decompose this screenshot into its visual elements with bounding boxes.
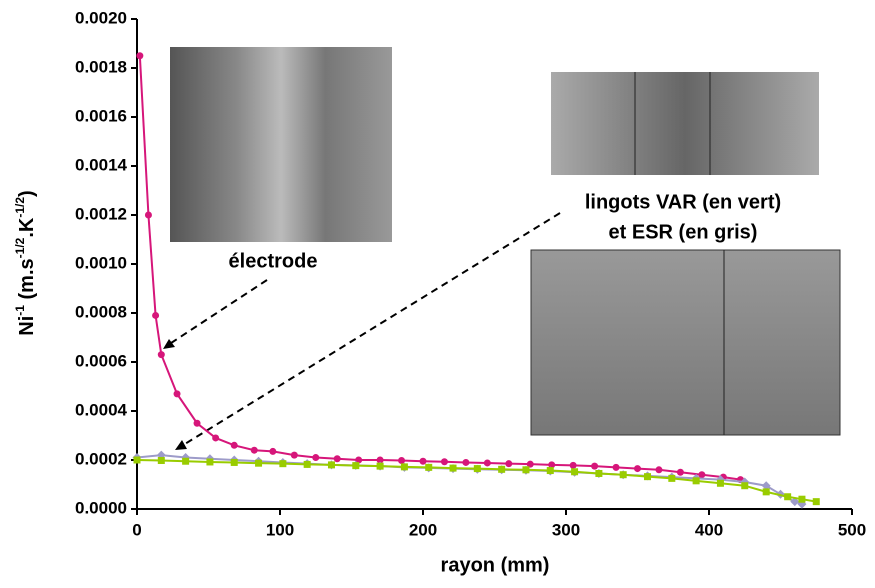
point — [182, 457, 190, 465]
point — [136, 52, 144, 60]
point — [790, 497, 800, 507]
y-label-part: -1/2 — [13, 237, 27, 258]
arrows — [167, 212, 561, 448]
point — [812, 498, 820, 506]
y-label-part: Ni — [16, 316, 38, 336]
x-axis-label: rayon (mm) — [441, 554, 550, 576]
x-tick-label: 0 — [132, 520, 141, 539]
point — [526, 460, 534, 468]
point — [546, 467, 554, 475]
y-tick-label: 0.0012 — [75, 204, 127, 223]
point — [462, 458, 470, 466]
point — [676, 468, 684, 476]
point — [419, 457, 427, 465]
point — [193, 419, 201, 427]
point — [376, 462, 384, 470]
point — [569, 461, 577, 469]
point — [250, 446, 258, 454]
y-tick-label: 0.0006 — [75, 351, 127, 370]
point — [440, 458, 448, 466]
point — [548, 461, 556, 469]
point — [400, 463, 408, 471]
point — [473, 465, 481, 473]
y-label-part: .K — [16, 217, 38, 238]
point — [449, 464, 457, 472]
y-tick-label: 0.0020 — [75, 8, 127, 27]
point — [230, 458, 238, 466]
point — [655, 466, 663, 474]
point — [762, 488, 770, 496]
point — [595, 469, 603, 477]
point — [352, 462, 360, 470]
series-line — [136, 459, 817, 503]
point — [798, 495, 806, 503]
point — [668, 474, 676, 482]
point — [612, 463, 620, 471]
x-tick-label: 500 — [838, 520, 866, 539]
point — [173, 390, 181, 398]
point — [269, 447, 277, 455]
point — [692, 477, 700, 485]
y-tick-label: 0.0004 — [75, 400, 128, 419]
point — [152, 311, 160, 319]
point — [522, 466, 530, 474]
ingot-image — [530, 249, 841, 436]
point — [144, 211, 152, 219]
point — [761, 481, 771, 491]
series-line — [138, 55, 741, 481]
annotation: et ESR (en gris) — [609, 221, 758, 243]
x-tick-label: 400 — [695, 520, 723, 539]
y-label-part: ) — [16, 190, 38, 197]
point — [425, 463, 433, 471]
y-tick-label: 0.0014 — [75, 155, 128, 174]
point — [716, 479, 724, 487]
point — [741, 482, 749, 490]
point — [157, 351, 165, 359]
x-tick-label: 100 — [266, 520, 294, 539]
annotation: lingots VAR (en vert) — [585, 191, 781, 213]
point — [398, 456, 406, 464]
point — [312, 454, 320, 462]
point — [619, 471, 627, 479]
y-label-part: -1/2 — [13, 197, 27, 218]
point — [634, 465, 641, 473]
point — [327, 461, 335, 469]
point — [571, 468, 579, 476]
point — [333, 455, 341, 463]
point — [157, 456, 165, 464]
point — [255, 459, 263, 467]
point — [376, 456, 384, 464]
point — [498, 465, 506, 473]
x-tick-label: 200 — [409, 520, 437, 539]
x-tick-label: 300 — [552, 520, 580, 539]
annotation: électrode — [229, 250, 318, 272]
ingot-image — [551, 72, 819, 175]
electrode-image — [170, 47, 392, 242]
point — [290, 451, 298, 459]
y-tick-label: 0.0018 — [75, 57, 127, 76]
y-tick-label: 0.0008 — [75, 302, 127, 321]
point — [698, 471, 706, 479]
y-tick-label: 0.0010 — [75, 253, 127, 272]
point — [206, 458, 214, 466]
point — [784, 493, 792, 501]
y-tick-label: 0.0002 — [75, 449, 127, 468]
y-tick-label: 0.0016 — [75, 106, 127, 125]
point — [483, 459, 491, 467]
point — [505, 460, 513, 468]
point — [212, 434, 220, 442]
point — [230, 441, 238, 449]
point — [355, 456, 363, 464]
y-tick-label: 0.0000 — [75, 498, 127, 517]
point — [303, 460, 311, 468]
y-axis-label: Ni-1 (m.s-1/2.K-1/2) — [13, 190, 38, 335]
point — [644, 473, 652, 481]
y-label-part: -1 — [13, 305, 27, 316]
point — [591, 462, 599, 470]
y-label-part: (m.s — [16, 258, 38, 305]
point — [133, 456, 141, 464]
point — [279, 460, 287, 468]
